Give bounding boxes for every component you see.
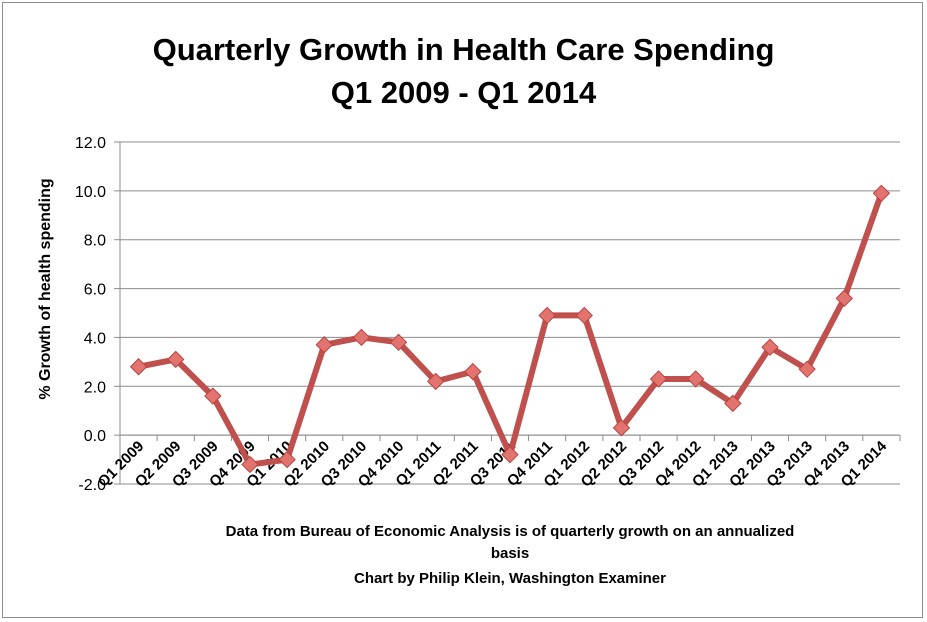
data-point <box>835 289 853 308</box>
data-point <box>872 184 891 203</box>
y-tick-label: 2.0 <box>84 379 106 396</box>
data-point <box>724 394 742 413</box>
data-point <box>575 306 593 325</box>
source-note-line1: Data from Bureau of Economic Analysis is… <box>225 523 795 540</box>
data-point <box>389 333 408 352</box>
series-line <box>135 190 885 468</box>
data-point <box>315 336 333 354</box>
data-point <box>167 350 185 369</box>
y-tick-label: -2.0 <box>78 477 106 494</box>
credit-note: Chart by Philip Klein, Washington Examin… <box>354 570 666 587</box>
data-point <box>798 360 816 378</box>
data-point <box>204 387 222 405</box>
y-tick-label: 4.0 <box>84 330 106 347</box>
data-point <box>278 450 296 469</box>
data-point <box>427 372 445 391</box>
data-point <box>761 338 779 356</box>
y-tick-label: 10.0 <box>75 184 106 201</box>
y-axis-label: % Growth of health spending <box>37 178 54 399</box>
y-tick-label: 0.0 <box>84 428 106 445</box>
y-tick-label: 8.0 <box>84 233 106 250</box>
data-point <box>649 370 668 388</box>
y-tick-label: 12.0 <box>75 135 106 152</box>
data-point <box>241 455 259 474</box>
data-point <box>464 362 482 381</box>
chart-subtitle: Q1 2009 - Q1 2014 <box>330 75 597 110</box>
data-point <box>352 328 371 347</box>
chart-title: Quarterly Growth in Health Care Spending <box>152 32 775 67</box>
data-point <box>538 306 556 325</box>
data-point <box>687 370 705 388</box>
data-point <box>129 358 148 376</box>
series-line <box>135 190 885 468</box>
axes <box>114 141 901 485</box>
gridlines <box>120 141 900 485</box>
y-tick-labels: -2.0 0.0 2.0 4.0 6.0 8.0 10.0 12.0 <box>75 135 106 494</box>
data-point <box>612 419 631 437</box>
source-note-line2: basis <box>490 545 530 562</box>
series-markers <box>129 184 891 474</box>
y-tick-label: 6.0 <box>84 282 106 299</box>
data-point <box>501 445 519 464</box>
